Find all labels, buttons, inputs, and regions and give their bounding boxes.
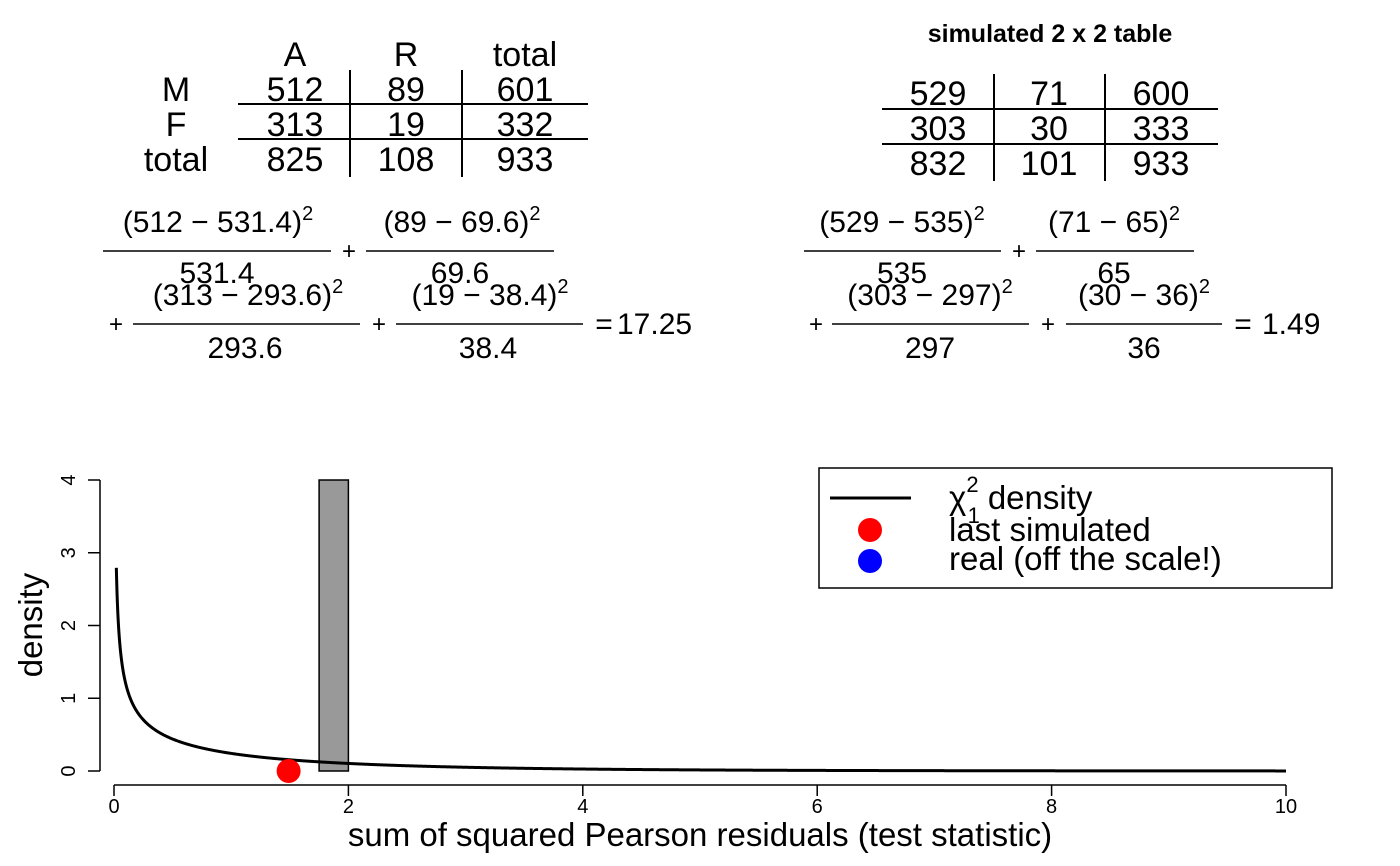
formula-denominator: 65: [1097, 257, 1130, 290]
formula-denominator: 36: [1127, 332, 1160, 365]
point-last-simulated: [276, 759, 301, 783]
formula-numerator: (89 − 69.6)2: [383, 203, 540, 239]
formula-numerator: (30 − 36)2: [1078, 276, 1210, 312]
formula-denominator: 535: [877, 257, 927, 290]
x-axis-label: sum of squared Pearson residuals (test s…: [348, 816, 1052, 853]
sim-cell: 71: [1030, 75, 1068, 113]
histogram-bars: [318, 479, 350, 772]
legend-entry-real: real (off the scale!): [949, 540, 1222, 577]
real-row-header: M: [162, 71, 190, 109]
legend-box: [818, 467, 1333, 589]
sim-cell: 529: [910, 75, 967, 113]
real-cell: 89: [387, 71, 425, 109]
formula-numerator: (529 − 535)2: [819, 203, 984, 239]
formula-plus: +: [109, 311, 123, 338]
formula-denominator: 293.6: [207, 332, 282, 365]
formula-plus: +: [1041, 311, 1055, 338]
chi-square-density-curve: [114, 567, 1287, 773]
real-row-header: total: [144, 141, 208, 179]
y-tick-label: 2: [58, 620, 80, 631]
x-tick-label: 10: [1275, 796, 1297, 818]
real-cell: 313: [267, 106, 324, 144]
real-stat-result: 17.25: [617, 308, 692, 341]
sim-cell: 101: [1021, 145, 1078, 183]
sim-cell: 303: [910, 110, 967, 148]
sim-formula: (529 − 535)2 535 + (71 − 65)2 65 + (303 …: [804, 203, 1320, 365]
formula-plus: +: [1012, 238, 1026, 265]
real-formula: (512 − 531.4)2 531.4 + (89 − 69.6)2 69.6…: [103, 203, 692, 365]
formula-equals: =: [595, 308, 613, 341]
sim-table: simulated 2 x 2 table 529 71 600 303 30 …: [882, 20, 1218, 183]
real-cell: 933: [497, 141, 554, 179]
sim-cell: 333: [1133, 110, 1190, 148]
formula-denominator: 38.4: [459, 332, 517, 365]
legend-entry-density: χ2 1 density: [949, 472, 1093, 528]
sim-stat-result: 1.49: [1262, 308, 1320, 341]
x-tick-label: 6: [812, 796, 823, 818]
plot-points: [276, 759, 301, 783]
real-cell: 19: [387, 106, 425, 144]
sim-cell: 600: [1133, 75, 1190, 113]
legend: χ2 1 density last simulated real (off the …: [818, 467, 1333, 589]
formula-denominator: 531.4: [179, 257, 254, 290]
real-result-clip: 17.25: [617, 308, 692, 341]
y-tick-label: 3: [58, 547, 80, 558]
formula-denominator: 297: [905, 332, 955, 365]
legend-entry-last-simulated: last simulated: [949, 511, 1151, 548]
real-row-header: F: [166, 106, 187, 144]
sim-cell: 933: [1133, 145, 1190, 183]
x-axis: 0 2 4 6 8 10: [108, 784, 1297, 818]
x-tick-label: 8: [1046, 796, 1057, 818]
legend-point-red: [858, 518, 882, 542]
real-col-header: A: [284, 36, 307, 74]
real-col-header: total: [493, 36, 557, 74]
sim-cell: 30: [1030, 110, 1068, 148]
formula-numerator: (313 − 293.6)2: [153, 276, 343, 312]
x-tick-label: 2: [343, 796, 354, 818]
y-tick-label: 4: [58, 474, 80, 485]
real-cell: 108: [378, 141, 435, 179]
x-tick-label: 4: [577, 796, 588, 818]
histogram-bar: [318, 479, 350, 772]
real-cell: 825: [267, 141, 324, 179]
histogram-plot: 0 1 2 3 4 0 2 4 6 8 10 sum of squared Pearson res…: [12, 474, 1297, 853]
formula-numerator: (71 − 65)2: [1048, 203, 1180, 239]
legend-point-blue: [858, 549, 882, 573]
sim-cell: 832: [910, 145, 967, 183]
sim-table-title: simulated 2 x 2 table: [928, 20, 1173, 48]
y-tick-label: 0: [58, 765, 80, 776]
formula-numerator: (512 − 531.4)2: [123, 203, 313, 239]
real-cell: 512: [267, 71, 324, 109]
formula-plus: +: [342, 238, 356, 265]
y-axis: 0 1 2 3 4: [58, 474, 101, 777]
formula-denominator: 69.6: [431, 257, 489, 290]
y-axis-label: density: [12, 572, 49, 677]
real-table: A R total M F total 512 89 601 313 19 33…: [144, 36, 588, 179]
real-col-header: R: [394, 36, 419, 74]
formula-numerator: (19 − 38.4)2: [411, 276, 568, 312]
x-tick-label: 0: [108, 796, 119, 818]
formula-plus: +: [372, 311, 386, 338]
real-cell: 601: [497, 71, 554, 109]
formula-numerator: (303 − 297)2: [847, 276, 1012, 312]
formula-equals: =: [1234, 308, 1252, 341]
formula-plus: +: [809, 311, 823, 338]
y-tick-label: 1: [58, 693, 80, 704]
real-cell: 332: [497, 106, 554, 144]
